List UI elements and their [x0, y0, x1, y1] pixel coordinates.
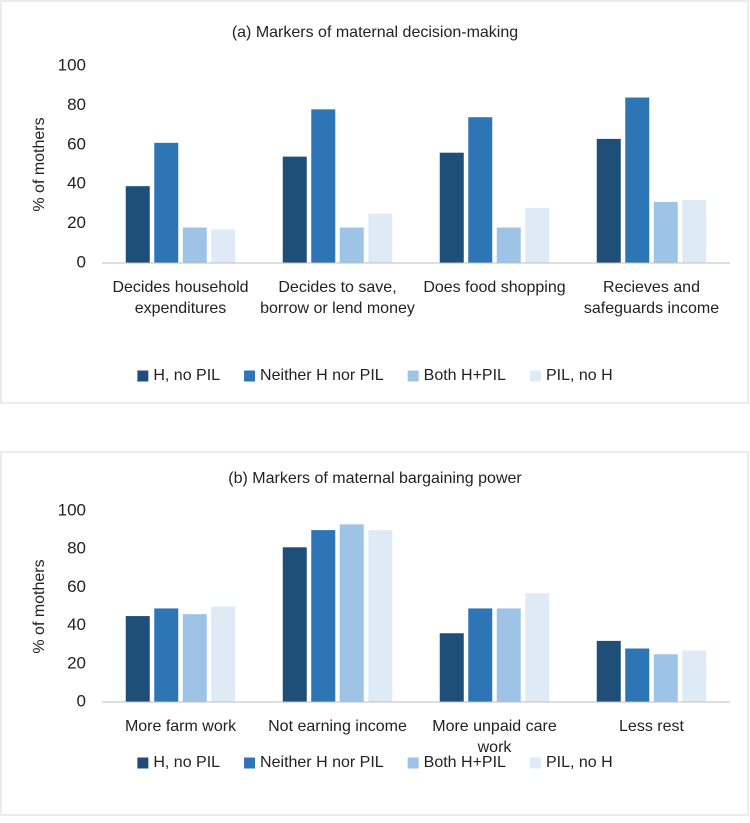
- bar: [154, 608, 179, 702]
- category-label-box: Less rest: [619, 718, 684, 735]
- bar: [596, 640, 621, 702]
- legend-item: PIL, no H: [529, 754, 613, 771]
- y-tick-label: 0: [77, 252, 86, 271]
- legend-swatch: [407, 757, 419, 769]
- category-label-box: Decides household expenditures: [112, 279, 249, 317]
- y-tick-label: 40: [67, 615, 86, 634]
- bar: [154, 142, 179, 263]
- legend-swatch: [137, 757, 149, 769]
- bar: [439, 633, 464, 702]
- y-axis-title: % of mothers: [31, 559, 48, 653]
- y-axis-title: % of mothers: [31, 117, 48, 211]
- y-tick-label: 80: [67, 95, 86, 114]
- legend-item: H, no PIL: [137, 367, 220, 384]
- legend-label: PIL, no H: [546, 367, 613, 384]
- category-label-box: More unpaid care work: [432, 718, 557, 756]
- bar: [468, 608, 493, 702]
- y-tick-label: 20: [67, 213, 86, 232]
- legend-label: Both H+PIL: [424, 754, 506, 771]
- bar: [311, 530, 336, 702]
- x-tick-label: Less rest: [619, 718, 684, 735]
- bar: [653, 201, 678, 263]
- bar: [368, 530, 393, 702]
- bar: [496, 227, 521, 263]
- bar: [496, 608, 521, 702]
- bar: [311, 109, 336, 263]
- legend-label: Neither H nor PIL: [260, 367, 384, 384]
- legend-label: Neither H nor PIL: [260, 754, 384, 771]
- legend-item: Neither H nor PIL: [244, 754, 384, 771]
- bar: [525, 593, 550, 702]
- y-tick-label: 100: [58, 55, 86, 74]
- legend-item: Both H+PIL: [407, 367, 506, 384]
- chart-title: (b) Markers of maternal bargaining power: [228, 470, 522, 487]
- legend-item: H, no PIL: [137, 754, 220, 771]
- bar: [125, 186, 150, 263]
- y-tick-label: 60: [67, 577, 86, 596]
- bar: [282, 547, 307, 702]
- category-label-box: Does food shopping: [423, 279, 566, 296]
- chart-title: (a) Markers of maternal decision-making: [232, 24, 518, 41]
- x-tick-label: Recieves and safeguards income: [583, 279, 720, 317]
- bar: [339, 524, 364, 702]
- legend-item: Neither H nor PIL: [244, 367, 384, 384]
- bar: [525, 207, 550, 263]
- bar: [368, 213, 393, 263]
- chart-frame: [0, 451, 749, 816]
- legend-label: H, no PIL: [153, 754, 220, 771]
- y-tick-label: 20: [67, 653, 86, 672]
- legend-item: Both H+PIL: [407, 754, 506, 771]
- category-label-box: More farm work: [124, 718, 237, 735]
- legend-swatch: [529, 757, 541, 769]
- category-label-box: Not earning income: [268, 718, 407, 735]
- bar: [282, 156, 307, 263]
- bar: [211, 606, 236, 702]
- legend-label: Both H+PIL: [424, 367, 506, 384]
- y-tick-label: 40: [67, 174, 86, 193]
- legend-swatch: [244, 370, 256, 382]
- legend-label: H, no PIL: [153, 367, 220, 384]
- x-tick-label: Decides to save, borrow or lend money: [260, 279, 415, 317]
- bar: [182, 227, 207, 263]
- chart-frame: [0, 0, 749, 404]
- bar: [211, 229, 236, 263]
- legend-swatch: [137, 370, 149, 382]
- bar: [625, 97, 650, 264]
- x-tick-label: More unpaid care work: [432, 718, 557, 756]
- category-label-box: Recieves and safeguards income: [583, 279, 720, 317]
- y-tick-label: 0: [77, 691, 86, 710]
- bar: [596, 138, 621, 263]
- bar: [625, 648, 650, 702]
- bar: [125, 616, 150, 702]
- legend-label: PIL, no H: [546, 754, 613, 771]
- bar: [439, 152, 464, 263]
- y-tick-label: 80: [67, 539, 86, 558]
- bar: [682, 650, 707, 702]
- bar: [468, 117, 493, 263]
- x-tick-label: More farm work: [124, 718, 237, 735]
- bar: [182, 614, 207, 702]
- y-tick-label: 100: [58, 500, 86, 519]
- bar: [339, 227, 364, 263]
- legend-item: PIL, no H: [529, 367, 613, 384]
- y-tick-label: 60: [67, 134, 86, 153]
- x-tick-label: Not earning income: [268, 718, 407, 735]
- category-label-box: Decides to save, borrow or lend money: [260, 279, 415, 317]
- legend-swatch: [244, 757, 256, 769]
- legend-swatch: [529, 370, 541, 382]
- x-tick-label: Decides household expenditures: [112, 279, 249, 317]
- x-tick-label: Does food shopping: [423, 279, 566, 296]
- legend-swatch: [407, 370, 419, 382]
- bar: [653, 654, 678, 702]
- bar: [682, 199, 707, 263]
